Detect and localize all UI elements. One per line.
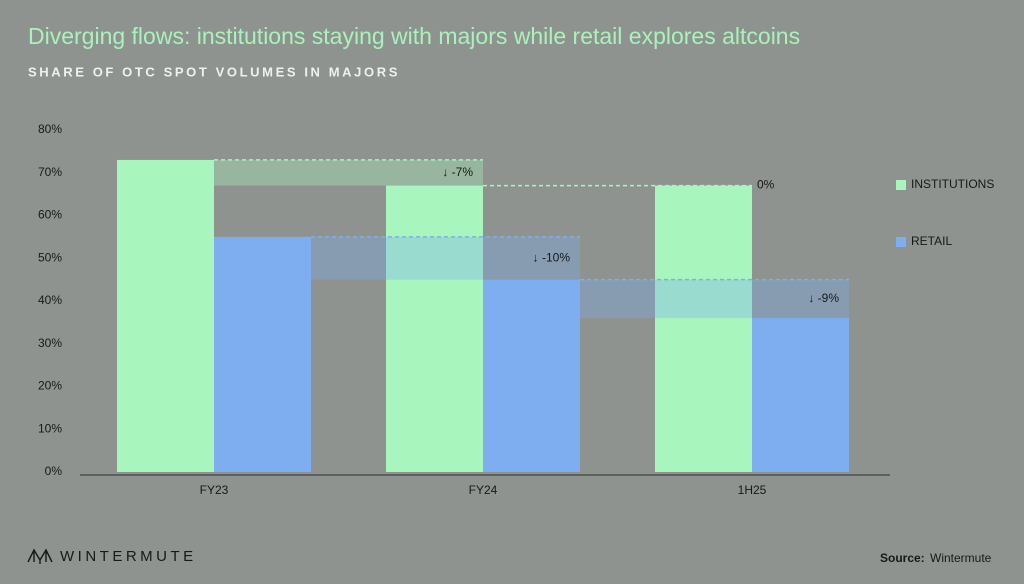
legend-label: INSTITUTIONS: [911, 177, 994, 191]
source-label: Source:: [880, 551, 925, 565]
y-tick-label: 50%: [38, 250, 62, 264]
y-tick-label: 40%: [38, 293, 62, 307]
annotation: ↓ -10%: [533, 250, 571, 264]
y-tick-label: 70%: [38, 165, 62, 179]
x-tick-label: FY24: [469, 483, 498, 497]
bar: [386, 185, 483, 472]
y-tick-label: 20%: [38, 379, 62, 393]
change-band: [214, 159, 483, 186]
x-tick-label: FY23: [200, 483, 229, 497]
y-tick-label: 60%: [38, 208, 62, 222]
bar: [655, 185, 752, 472]
legend-swatch: [896, 237, 906, 247]
y-tick-label: 0%: [45, 464, 63, 478]
annotation: 0%: [757, 178, 775, 192]
legend-swatch: [896, 180, 906, 190]
change-band: [580, 279, 849, 319]
annotation: ↓ -9%: [808, 291, 839, 305]
source: Wintermute: [930, 551, 992, 565]
change-band: [311, 236, 580, 280]
chart-subtitle: SHARE OF OTC SPOT VOLUMES IN MAJORS: [28, 64, 400, 79]
bar: [214, 236, 311, 472]
logo: [27, 548, 53, 564]
chart-title: Diverging flows: institutions staying wi…: [28, 23, 800, 49]
y-tick-label: 10%: [38, 421, 62, 435]
x-tick-label: 1H25: [738, 483, 767, 497]
y-tick-label: 80%: [38, 122, 62, 136]
annotation: ↓ -7%: [442, 165, 473, 179]
bar: [752, 318, 849, 472]
legend-label: RETAIL: [911, 234, 952, 248]
y-tick-label: 30%: [38, 336, 62, 350]
bar: [117, 159, 214, 473]
bar: [483, 279, 580, 472]
brand: WINTERMUTE: [60, 548, 197, 565]
